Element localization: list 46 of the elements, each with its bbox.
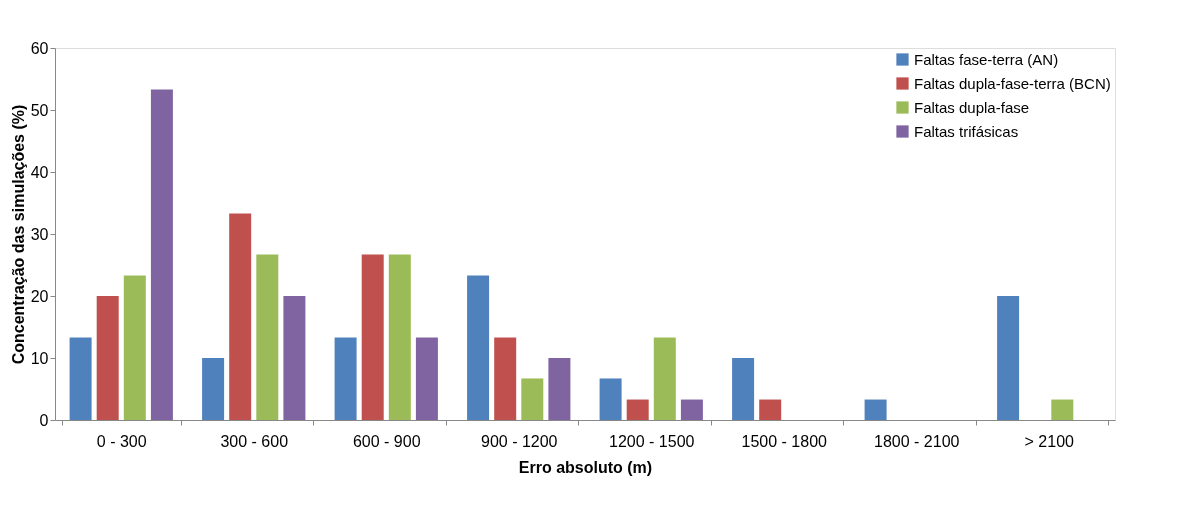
x-tick-label: 600 - 900 (352, 432, 421, 450)
x-tick-label: 0 - 300 (96, 432, 147, 450)
bar (680, 399, 703, 420)
y-axis-title: Concentração das simulações (%) (9, 104, 27, 365)
bar (494, 337, 517, 420)
x-axis-title: Erro absoluto (m) (518, 458, 653, 476)
x-tick-label: 1200 - 1500 (609, 432, 695, 450)
legend-label: Faltas fase-terra (AN) (914, 50, 1059, 68)
bar (256, 254, 279, 420)
y-tick-label: 50 (30, 101, 49, 119)
legend-label: Faltas dupla-fase-terra (BCN) (914, 74, 1111, 92)
bar (1051, 399, 1074, 420)
bar (415, 337, 438, 420)
bar (150, 89, 173, 420)
bar (626, 399, 649, 420)
x-tick-label: > 2100 (1024, 432, 1075, 450)
bar (732, 358, 755, 420)
bar (69, 337, 92, 420)
bar (997, 296, 1020, 420)
bar (599, 378, 622, 420)
bar (202, 358, 225, 420)
bar (388, 254, 411, 420)
bar (334, 337, 357, 420)
x-tick-label: 300 - 600 (220, 432, 289, 450)
bar (467, 275, 490, 420)
bar (521, 378, 544, 420)
bar (548, 358, 571, 420)
y-tick-label: 20 (30, 287, 49, 305)
x-tick-label: 1800 - 2100 (874, 432, 960, 450)
y-tick-label: 30 (30, 225, 49, 243)
y-tick-label: 10 (30, 349, 49, 367)
bar (864, 399, 887, 420)
y-tick-label: 40 (30, 163, 49, 181)
bar (759, 399, 782, 420)
bar (283, 296, 306, 420)
legend-label: Faltas dupla-fase (914, 98, 1030, 116)
bar (229, 213, 252, 420)
bar (123, 275, 146, 420)
legend-label: Faltas trifásicas (914, 122, 1019, 140)
x-tick-label: 900 - 1200 (480, 432, 558, 450)
bar (653, 337, 676, 420)
x-tick-label: 1500 - 1800 (741, 432, 828, 450)
bar (96, 296, 119, 420)
y-tick-label: 60 (30, 39, 49, 57)
bar (361, 254, 384, 420)
y-tick-label: 0 (39, 411, 49, 429)
